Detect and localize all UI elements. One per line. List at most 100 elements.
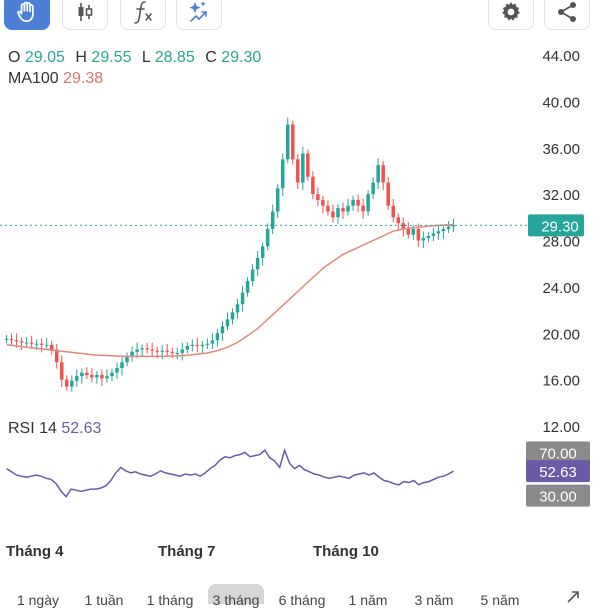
candle-body xyxy=(225,319,230,327)
timeframe-tab[interactable]: 3 tháng xyxy=(208,584,264,608)
rsi-label: RSI 14 xyxy=(8,420,57,437)
price-chart[interactable]: 12.00 16.00 20.00 24.00 28.00 32.00 36.00 40.00… xyxy=(0,0,600,600)
ohlc-legend: O 29.05 H 29.55 L 28.85 C 29.30 xyxy=(8,49,267,67)
chart-type-button[interactable] xyxy=(62,0,108,30)
high-value: 29.55 xyxy=(91,49,132,66)
rsi-legend[interactable]: RSI 14 52.63 xyxy=(8,420,101,438)
timeframe-tab[interactable]: 6 tháng xyxy=(278,592,326,608)
price-tick-label: 12.00 xyxy=(542,419,580,436)
candle-body xyxy=(291,124,295,160)
candle-body xyxy=(190,344,195,347)
ma-legend[interactable]: MA100 29.38 xyxy=(8,70,103,88)
candle-body xyxy=(401,223,406,229)
candle-body xyxy=(296,159,300,183)
candle-body xyxy=(446,226,451,229)
rsi-level-label-70: 70.00 xyxy=(539,445,577,462)
x-axis-label: Tháng 4 xyxy=(6,543,64,560)
candle-body xyxy=(275,188,280,212)
share-button[interactable] xyxy=(544,0,590,30)
candle-body xyxy=(4,339,9,341)
last-price-badge-label: 29.30 xyxy=(541,218,579,235)
rsi-line xyxy=(6,447,454,498)
candle-body xyxy=(215,333,220,341)
candle-body xyxy=(125,356,129,363)
candle-body xyxy=(165,350,169,352)
candle-body xyxy=(185,346,190,350)
candle-body xyxy=(135,349,139,352)
rsi-current-label: 52.63 xyxy=(539,464,577,481)
candle-body xyxy=(140,348,144,350)
candle-body xyxy=(240,292,245,305)
timeframe-tab[interactable]: 1 năm xyxy=(348,592,388,608)
candle-body xyxy=(316,194,320,200)
candle-body xyxy=(451,225,456,227)
candle-body xyxy=(115,368,119,373)
ai-sparkle-icon xyxy=(189,1,207,22)
candle-body xyxy=(431,233,436,236)
indicators-button[interactable] xyxy=(120,0,166,30)
candle-body xyxy=(49,344,54,350)
low-label: L xyxy=(141,49,151,66)
candle-body xyxy=(85,372,89,375)
timeframe-tab[interactable]: 1 tuần xyxy=(84,592,124,608)
candle-body xyxy=(120,362,124,369)
last-price-badge xyxy=(528,214,584,237)
candle-body xyxy=(301,153,305,183)
candle-body xyxy=(9,339,14,341)
ma-label: MA100 xyxy=(8,70,59,87)
candle-body xyxy=(321,199,325,206)
timeframe-tab[interactable]: 1 tháng xyxy=(146,592,194,608)
price-tick-label: 32.00 xyxy=(542,187,580,204)
candle-body xyxy=(260,246,265,258)
candle-body xyxy=(75,376,79,381)
price-tick-label: 20.00 xyxy=(542,326,580,343)
settings-button[interactable] xyxy=(488,0,534,30)
candle-body xyxy=(160,350,164,352)
timeframe-tab[interactable]: 5 năm xyxy=(480,592,520,608)
candle-body xyxy=(421,238,426,241)
candle-body xyxy=(270,211,275,229)
candlestick-icon xyxy=(78,3,93,21)
candle-body xyxy=(371,182,375,195)
ma-value: 29.38 xyxy=(63,70,104,87)
candle-body xyxy=(265,228,270,247)
function-icon xyxy=(134,1,152,24)
price-tick-label: 40.00 xyxy=(542,94,580,111)
candle-body xyxy=(235,304,240,313)
hand-tool-button[interactable] xyxy=(4,0,50,30)
rsi-level-badge-30 xyxy=(526,484,590,507)
candle-body xyxy=(59,362,64,380)
rsi-value: 52.63 xyxy=(61,420,102,437)
expand-icon[interactable] xyxy=(566,590,580,604)
price-tick-label: 16.00 xyxy=(542,373,580,390)
candle-body xyxy=(175,352,180,354)
candle-body xyxy=(100,374,104,379)
ai-tools-button[interactable] xyxy=(176,0,222,30)
candle-body xyxy=(210,340,215,344)
candle-body xyxy=(255,257,260,270)
candle-body xyxy=(155,350,159,352)
candle-body xyxy=(24,342,29,344)
candle-body xyxy=(356,199,360,206)
timeframe-tab[interactable]: 3 năm xyxy=(414,592,454,608)
high-label: H xyxy=(75,49,87,66)
candle-body xyxy=(331,211,335,218)
candle-body xyxy=(341,208,345,212)
candle-body xyxy=(336,208,340,218)
candle-body xyxy=(311,176,315,195)
candle-body xyxy=(386,182,390,206)
candle-body xyxy=(406,228,411,235)
candle-body xyxy=(205,343,210,345)
open-label: O xyxy=(8,49,21,66)
candle-body xyxy=(285,124,290,160)
x-axis-label: Tháng 7 xyxy=(158,543,216,560)
candle-body xyxy=(34,343,39,345)
chart-toolbar xyxy=(0,0,600,36)
candle-body xyxy=(80,372,84,377)
candle-body xyxy=(416,228,421,241)
candle-body xyxy=(130,351,134,357)
candle-body xyxy=(351,199,355,206)
timeframe-tab[interactable]: 1 ngày xyxy=(16,592,60,608)
candle-body xyxy=(65,379,69,387)
hand-icon xyxy=(17,1,34,23)
